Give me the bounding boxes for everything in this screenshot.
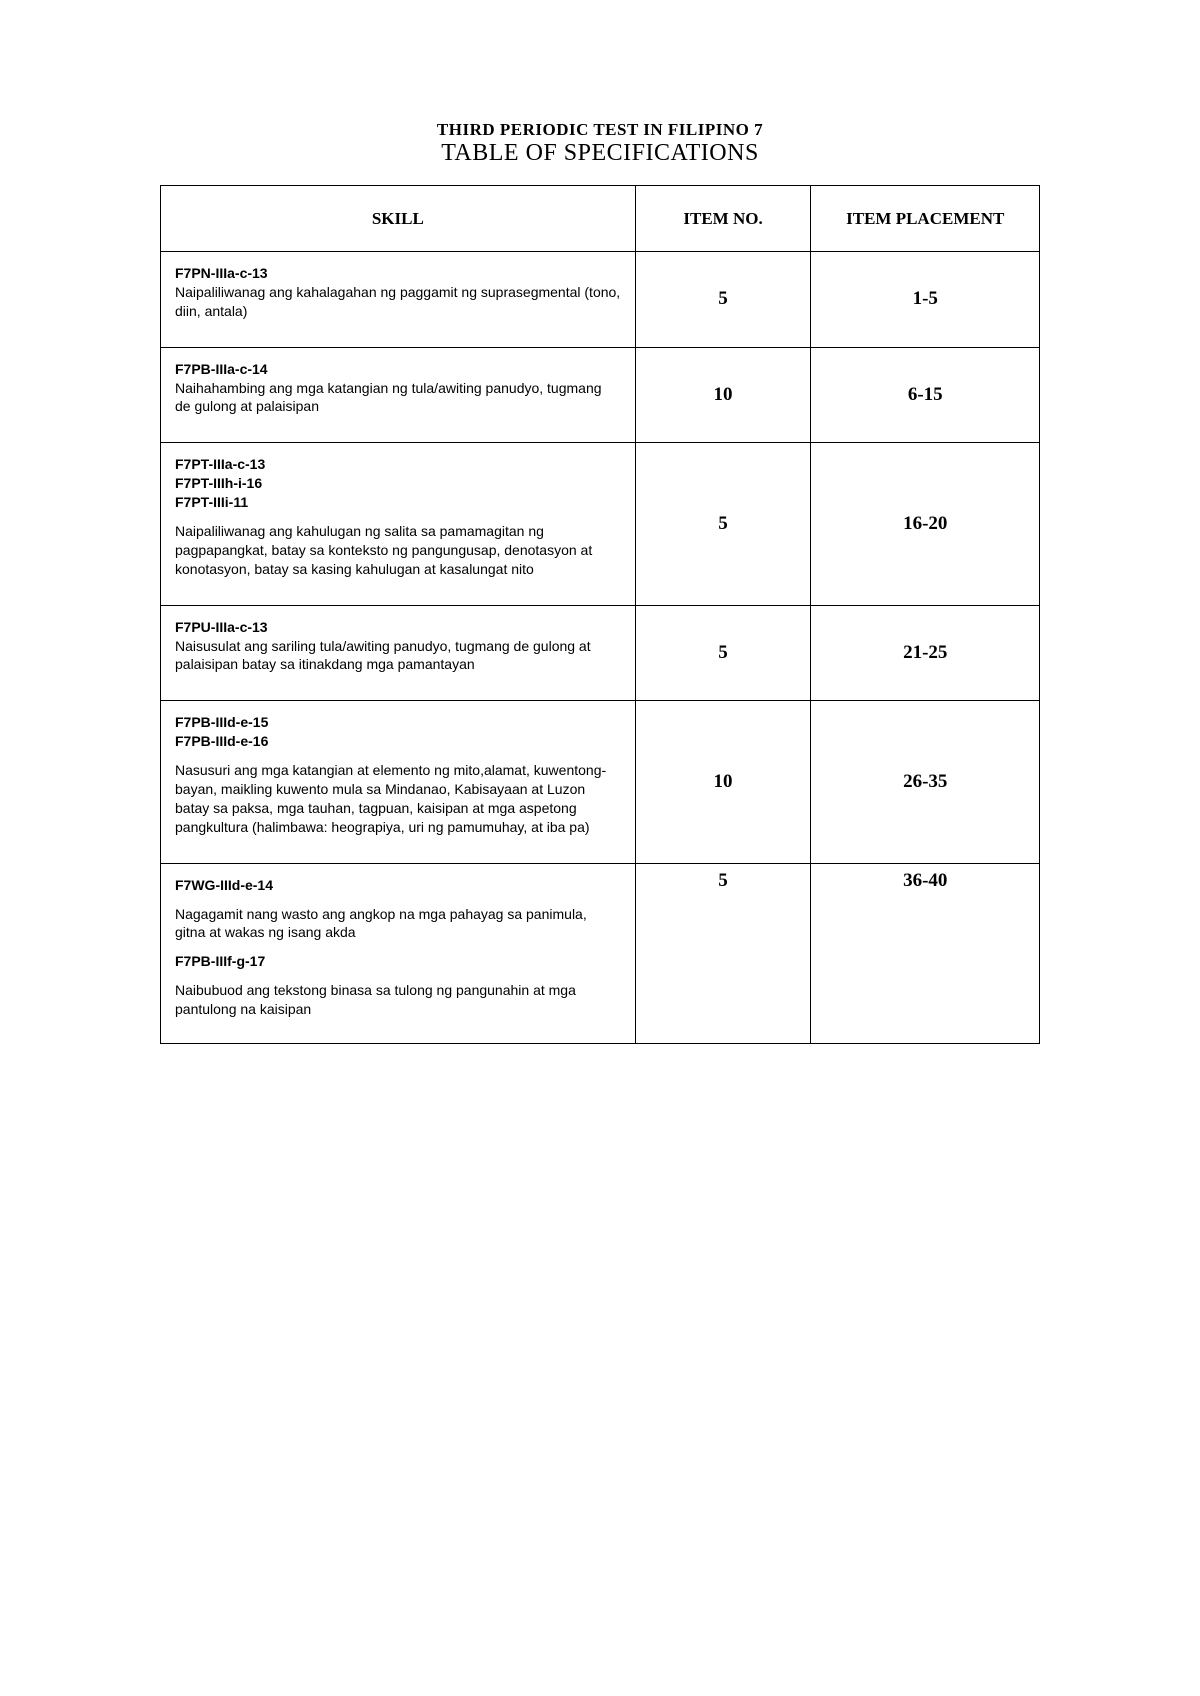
item-placement: 1-5 bbox=[811, 252, 1040, 348]
skill-desc: Naisusulat ang sariling tula/awiting pan… bbox=[175, 638, 591, 673]
item-no: 5 bbox=[635, 443, 811, 605]
item-placement: 6-15 bbox=[811, 347, 1040, 443]
table-header-row: SKILL ITEM NO. ITEM PLACEMENT bbox=[161, 186, 1040, 252]
table-row: F7WG-IIId-e-14 Nagagamit nang wasto ang … bbox=[161, 863, 1040, 1043]
skill-cell: F7PU-IIIa-c-13 Naisusulat ang sariling t… bbox=[161, 605, 636, 701]
skill-code: F7PN-IIIa-c-13 bbox=[175, 265, 268, 281]
item-placement: 16-20 bbox=[811, 443, 1040, 605]
skill-desc: Naibubuod ang tekstong binasa sa tulong … bbox=[175, 982, 576, 1017]
title-line-1: THIRD PERIODIC TEST IN FILIPINO 7 bbox=[160, 120, 1040, 140]
skill-code: F7PB-IIIa-c-14 bbox=[175, 361, 268, 377]
specifications-table: SKILL ITEM NO. ITEM PLACEMENT F7PN-IIIa-… bbox=[160, 185, 1040, 1044]
item-no: 10 bbox=[635, 347, 811, 443]
skill-code: F7PU-IIIa-c-13 bbox=[175, 619, 268, 635]
skill-desc: Nagagamit nang wasto ang angkop na mga p… bbox=[175, 906, 587, 941]
header-placement: ITEM PLACEMENT bbox=[811, 186, 1040, 252]
skill-code: F7PB-IIIf-g-17 bbox=[175, 953, 265, 969]
skill-code: F7WG-IIId-e-14 bbox=[175, 877, 273, 893]
skill-desc: Nasusuri ang mga katangian at elemento n… bbox=[175, 762, 606, 835]
skill-cell: F7PB-IIId-e-15 F7PB-IIId-e-16 Nasusuri a… bbox=[161, 701, 636, 863]
item-no: 10 bbox=[635, 701, 811, 863]
table-row: F7PN-IIIa-c-13 Naipaliliwanag ang kahala… bbox=[161, 252, 1040, 348]
skill-cell: F7PT-IIIa-c-13 F7PT-IIIh-i-16 F7PT-IIIi-… bbox=[161, 443, 636, 605]
skill-desc: Naipaliliwanag ang kahulugan ng salita s… bbox=[175, 523, 592, 577]
skill-cell: F7WG-IIId-e-14 Nagagamit nang wasto ang … bbox=[161, 863, 636, 1043]
table-row: F7PB-IIId-e-15 F7PB-IIId-e-16 Nasusuri a… bbox=[161, 701, 1040, 863]
table-row: F7PB-IIIa-c-14 Naihahambing ang mga kata… bbox=[161, 347, 1040, 443]
item-no: 5 bbox=[635, 252, 811, 348]
title-block: THIRD PERIODIC TEST IN FILIPINO 7 TABLE … bbox=[160, 120, 1040, 167]
item-placement: 26-35 bbox=[811, 701, 1040, 863]
header-skill: SKILL bbox=[161, 186, 636, 252]
item-placement: 36-40 bbox=[811, 863, 1040, 1043]
skill-code: F7PT-IIIi-11 bbox=[175, 494, 248, 510]
skill-desc: Naipaliliwanag ang kahalagahan ng paggam… bbox=[175, 284, 620, 319]
skill-cell: F7PB-IIIa-c-14 Naihahambing ang mga kata… bbox=[161, 347, 636, 443]
header-itemno: ITEM NO. bbox=[635, 186, 811, 252]
item-no: 5 bbox=[635, 605, 811, 701]
skill-code: F7PT-IIIa-c-13 bbox=[175, 456, 265, 472]
skill-desc: Naihahambing ang mga katangian ng tula/a… bbox=[175, 380, 602, 415]
skill-cell: F7PN-IIIa-c-13 Naipaliliwanag ang kahala… bbox=[161, 252, 636, 348]
item-placement: 21-25 bbox=[811, 605, 1040, 701]
skill-code: F7PB-IIId-e-16 bbox=[175, 733, 268, 749]
skill-code: F7PT-IIIh-i-16 bbox=[175, 475, 262, 491]
table-row: F7PU-IIIa-c-13 Naisusulat ang sariling t… bbox=[161, 605, 1040, 701]
skill-code: F7PB-IIId-e-15 bbox=[175, 714, 268, 730]
table-row: F7PT-IIIa-c-13 F7PT-IIIh-i-16 F7PT-IIIi-… bbox=[161, 443, 1040, 605]
item-no: 5 bbox=[635, 863, 811, 1043]
title-line-2: TABLE OF SPECIFICATIONS bbox=[160, 140, 1040, 167]
